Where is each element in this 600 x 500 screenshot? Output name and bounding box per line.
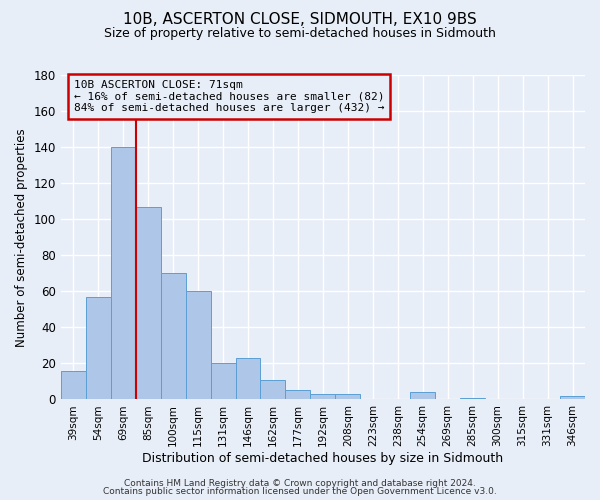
Bar <box>236 358 260 400</box>
Text: Contains public sector information licensed under the Open Government Licence v3: Contains public sector information licen… <box>103 487 497 496</box>
Bar <box>286 390 310 400</box>
Bar <box>211 364 236 400</box>
Bar <box>410 392 435 400</box>
Text: 10B ASCERTON CLOSE: 71sqm
← 16% of semi-detached houses are smaller (82)
84% of : 10B ASCERTON CLOSE: 71sqm ← 16% of semi-… <box>74 80 385 113</box>
Bar <box>460 398 485 400</box>
Text: Contains HM Land Registry data © Crown copyright and database right 2024.: Contains HM Land Registry data © Crown c… <box>124 478 476 488</box>
Bar <box>260 380 286 400</box>
X-axis label: Distribution of semi-detached houses by size in Sidmouth: Distribution of semi-detached houses by … <box>142 452 503 465</box>
Bar <box>560 396 585 400</box>
Bar <box>86 296 111 400</box>
Bar <box>335 394 361 400</box>
Bar <box>61 370 86 400</box>
Bar <box>310 394 335 400</box>
Bar <box>161 274 185 400</box>
Text: 10B, ASCERTON CLOSE, SIDMOUTH, EX10 9BS: 10B, ASCERTON CLOSE, SIDMOUTH, EX10 9BS <box>123 12 477 28</box>
Text: Size of property relative to semi-detached houses in Sidmouth: Size of property relative to semi-detach… <box>104 28 496 40</box>
Bar <box>185 292 211 400</box>
Y-axis label: Number of semi-detached properties: Number of semi-detached properties <box>15 128 28 346</box>
Bar <box>136 206 161 400</box>
Bar <box>111 147 136 400</box>
